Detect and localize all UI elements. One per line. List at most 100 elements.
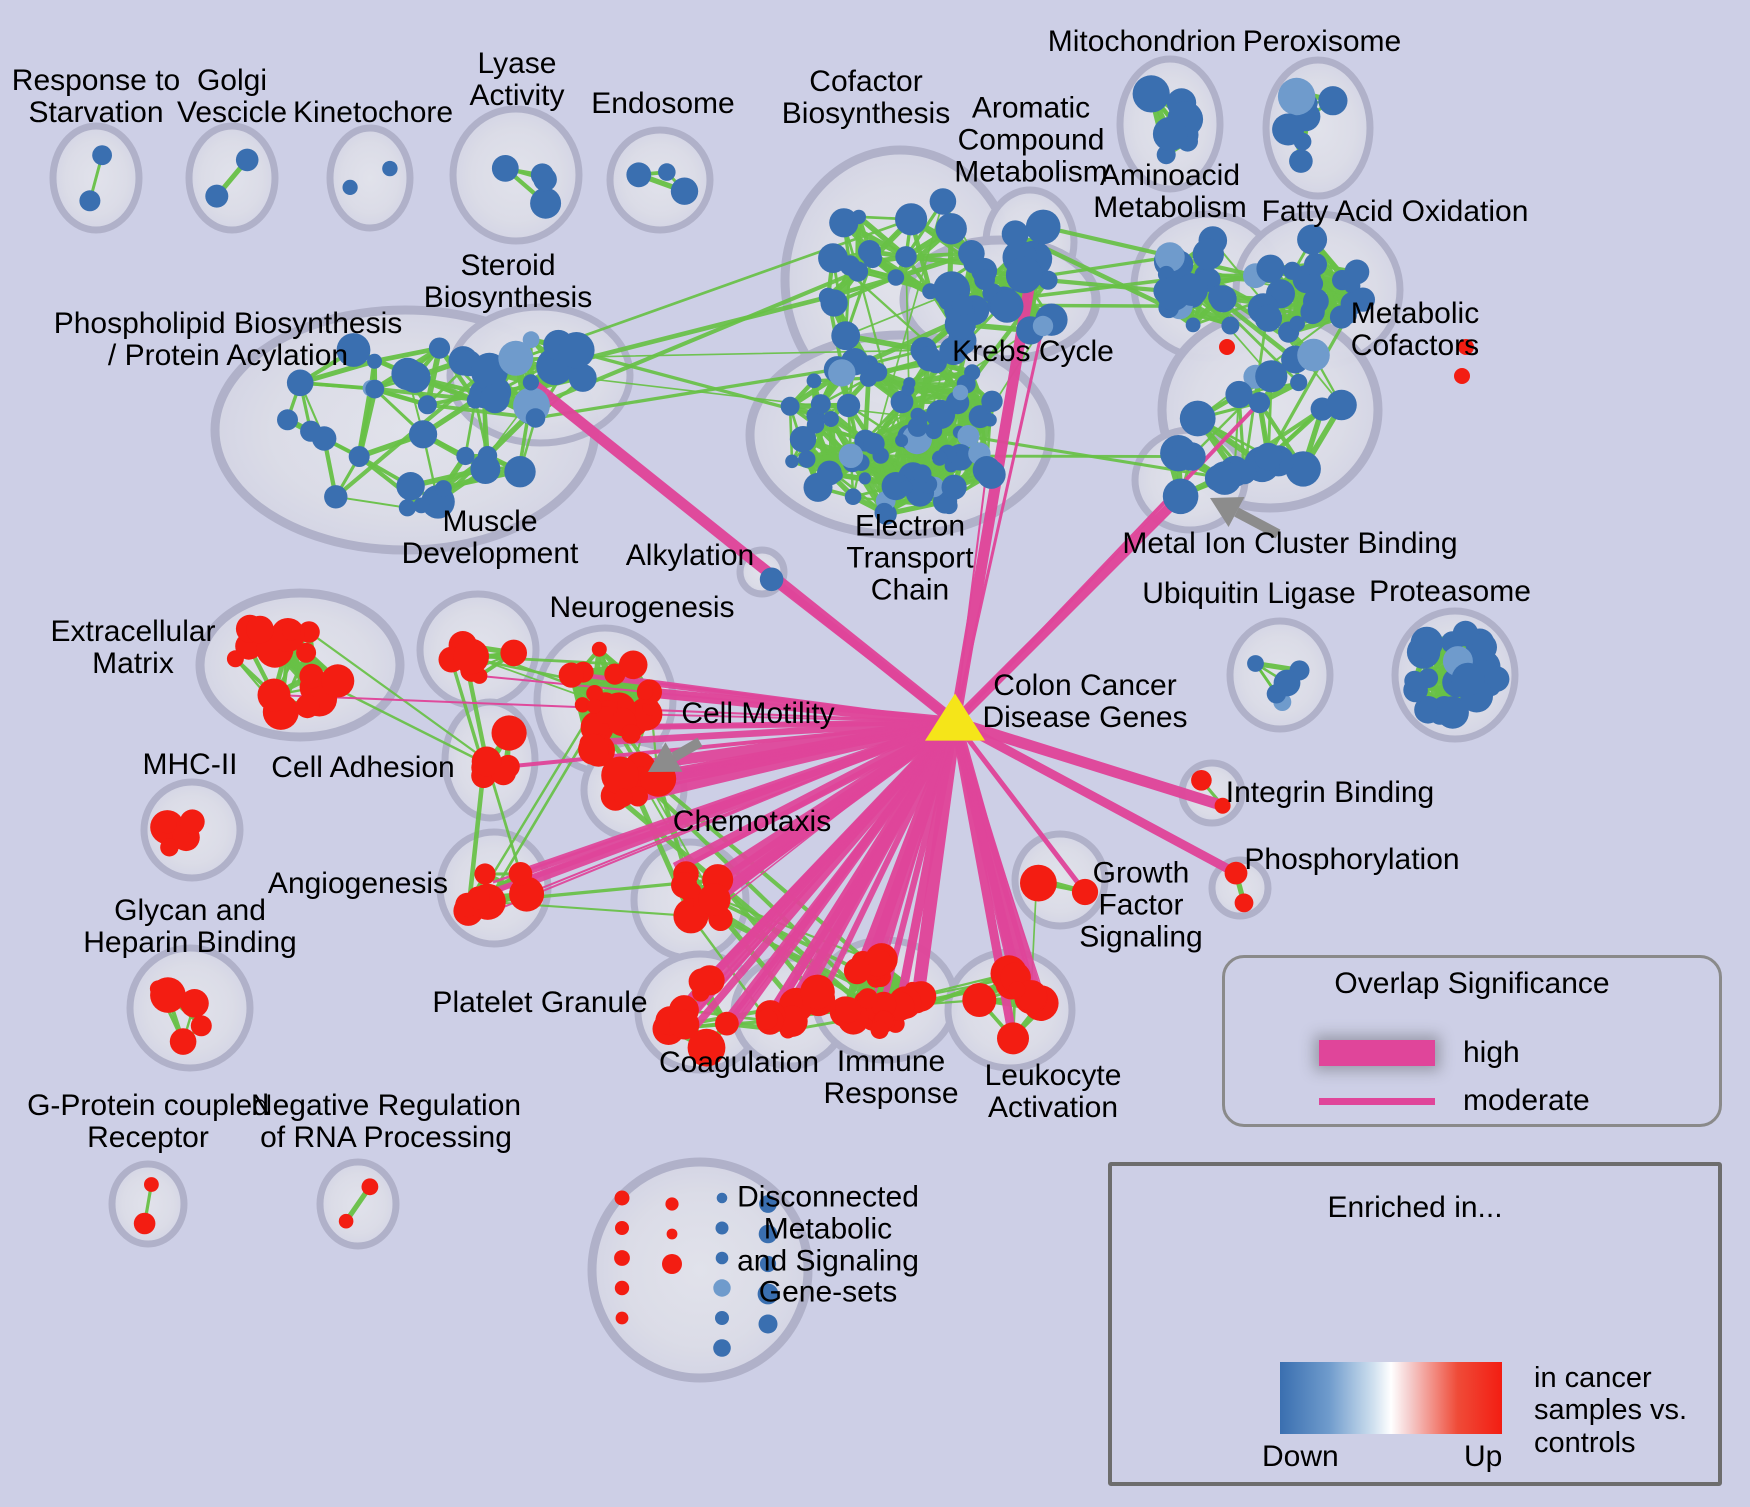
gene-set-node[interactable] (1005, 256, 1043, 294)
gene-set-node[interactable] (1254, 304, 1283, 332)
gene-set-node[interactable] (941, 474, 967, 500)
gene-set-node[interactable] (474, 863, 496, 885)
gene-set-node[interactable] (1225, 380, 1253, 409)
gene-set-node[interactable] (862, 248, 883, 269)
gene-set-node[interactable] (658, 163, 676, 181)
gene-set-node[interactable] (1160, 446, 1177, 464)
gene-set-node[interactable] (1156, 277, 1191, 311)
gene-set-node[interactable] (348, 446, 370, 467)
gene-set-node[interactable] (1132, 75, 1170, 113)
gene-set-node[interactable] (133, 1212, 156, 1235)
gene-set-node[interactable] (491, 715, 527, 751)
gene-set-node[interactable] (382, 160, 398, 177)
gene-set-node[interactable] (504, 456, 536, 488)
gene-set-node[interactable] (180, 989, 209, 1018)
gene-set-node[interactable] (929, 188, 957, 215)
gene-set-node[interactable] (601, 756, 639, 795)
gene-set-node[interactable] (806, 416, 825, 434)
gene-set-node[interactable] (1289, 149, 1313, 173)
gene-set-node[interactable] (715, 1011, 739, 1036)
gene-set-node[interactable] (1071, 878, 1099, 906)
gene-set-node[interactable] (951, 294, 973, 316)
gene-set-node[interactable] (500, 639, 527, 667)
gene-set-node[interactable] (780, 396, 800, 416)
gene-set-node[interactable] (578, 733, 610, 765)
gene-set-node[interactable] (887, 269, 905, 286)
gene-set-node[interactable] (568, 364, 597, 392)
gene-set-node[interactable] (169, 1028, 197, 1055)
gene-set-node[interactable] (881, 472, 910, 501)
hub-node-colon-cancer-disease-genes[interactable] (925, 693, 985, 741)
gene-set-node[interactable] (1219, 339, 1235, 355)
gene-set-node[interactable] (817, 460, 842, 486)
gene-set-node[interactable] (1020, 864, 1057, 902)
gene-set-node[interactable] (1303, 273, 1324, 294)
gene-set-node[interactable] (1326, 389, 1357, 421)
gene-set-node[interactable] (574, 697, 591, 713)
gene-set-node[interactable] (810, 394, 831, 415)
gene-set-node[interactable] (907, 416, 928, 437)
gene-set-node[interactable] (818, 287, 838, 307)
gene-set-node[interactable] (150, 977, 186, 1013)
gene-set-node[interactable] (525, 408, 546, 428)
gene-set-node[interactable] (1483, 666, 1510, 692)
gene-set-node[interactable] (1192, 238, 1225, 270)
gene-set-node[interactable] (1273, 669, 1301, 697)
gene-set-node[interactable] (716, 1192, 728, 1204)
gene-set-node[interactable] (1025, 209, 1061, 245)
gene-set-node[interactable] (828, 359, 856, 387)
gene-set-node[interactable] (1001, 220, 1029, 248)
gene-set-node[interactable] (614, 1190, 630, 1206)
gene-set-node[interactable] (1436, 696, 1469, 729)
gene-set-node[interactable] (1008, 981, 1026, 998)
gene-set-node[interactable] (336, 333, 371, 367)
gene-set-node[interactable] (246, 615, 274, 644)
gene-set-node[interactable] (179, 809, 205, 835)
gene-set-node[interactable] (586, 685, 603, 702)
gene-set-node[interactable] (997, 1022, 1029, 1055)
gene-set-node[interactable] (666, 1228, 678, 1240)
gene-set-node[interactable] (669, 1009, 700, 1040)
gene-set-node[interactable] (1297, 224, 1328, 255)
gene-set-node[interactable] (789, 426, 817, 453)
gene-set-node[interactable] (916, 346, 942, 372)
gene-set-node[interactable] (868, 362, 888, 382)
gene-set-node[interactable] (470, 454, 501, 484)
gene-set-node[interactable] (621, 724, 641, 744)
gene-set-node[interactable] (626, 162, 652, 188)
gene-set-node[interactable] (627, 786, 648, 807)
gene-set-node[interactable] (618, 650, 648, 680)
gene-set-node[interactable] (981, 390, 1003, 412)
gene-set-node[interactable] (498, 340, 534, 376)
gene-set-node[interactable] (1234, 893, 1254, 913)
gene-set-node[interactable] (858, 472, 872, 485)
gene-set-node[interactable] (1272, 113, 1305, 146)
gene-set-node[interactable] (1304, 253, 1327, 276)
gene-set-node[interactable] (1224, 861, 1248, 885)
gene-set-node[interactable] (1214, 797, 1231, 814)
cluster-halo-kinetochore[interactable] (326, 124, 414, 232)
gene-set-node[interactable] (1204, 465, 1232, 492)
gene-set-node[interactable] (785, 454, 799, 469)
gene-set-node[interactable] (964, 364, 981, 381)
gene-set-node[interactable] (863, 432, 885, 455)
gene-set-node[interactable] (1256, 254, 1285, 283)
gene-set-node[interactable] (870, 1020, 889, 1039)
gene-set-node[interactable] (509, 876, 545, 912)
gene-set-node[interactable] (396, 472, 425, 501)
gene-set-node[interactable] (1152, 116, 1188, 152)
gene-set-node[interactable] (857, 988, 878, 1009)
gene-set-node[interactable] (1458, 339, 1474, 355)
gene-set-node[interactable] (806, 373, 822, 389)
gene-set-node[interactable] (839, 255, 860, 276)
gene-set-node[interactable] (522, 374, 540, 391)
gene-set-node[interactable] (944, 308, 976, 340)
gene-set-node[interactable] (614, 788, 633, 807)
gene-set-node[interactable] (800, 974, 835, 1010)
gene-set-node[interactable] (713, 1279, 731, 1297)
gene-set-node[interactable] (1155, 242, 1185, 272)
gene-set-node[interactable] (935, 213, 967, 245)
gene-set-node[interactable] (365, 379, 385, 399)
gene-set-node[interactable] (596, 706, 614, 724)
gene-set-node[interactable] (1179, 400, 1216, 437)
